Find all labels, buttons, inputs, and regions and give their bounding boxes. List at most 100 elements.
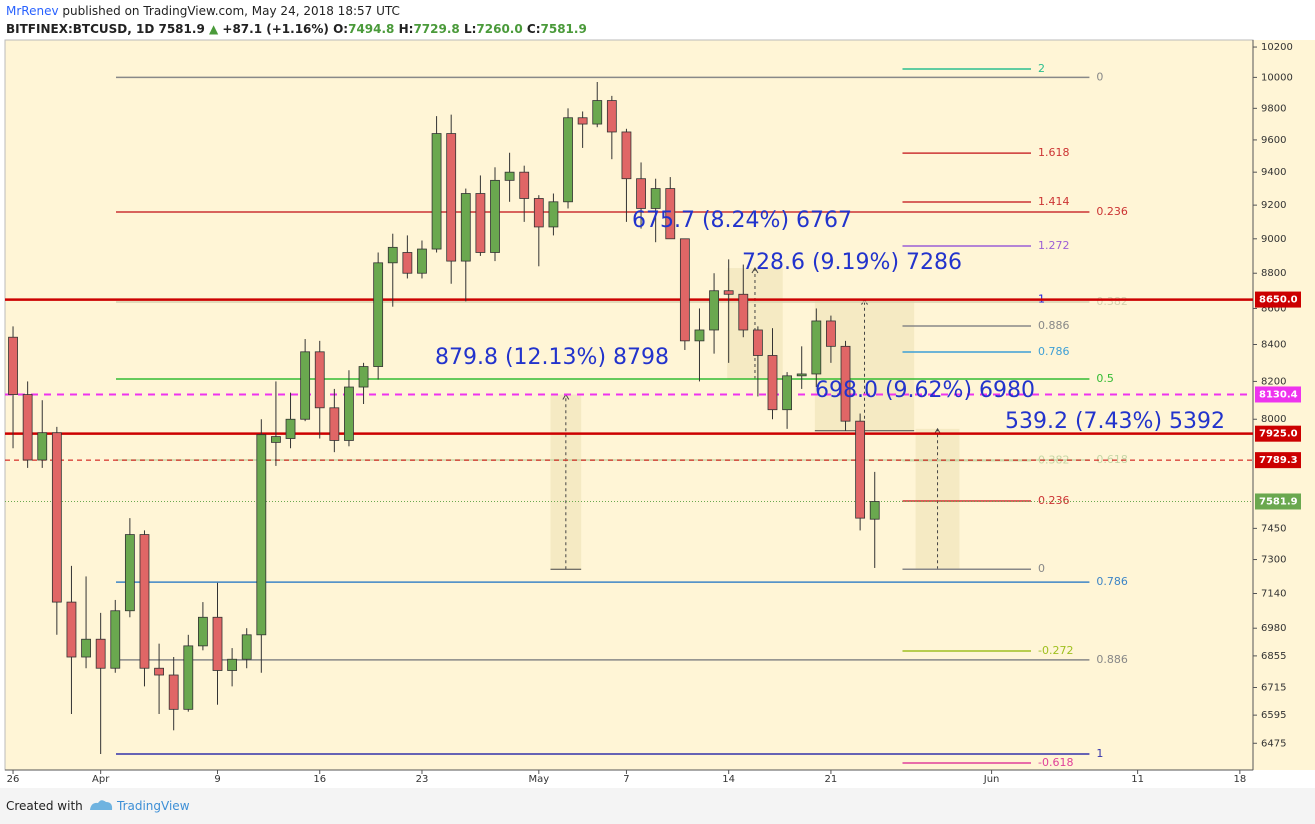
candle-body <box>227 658 238 671</box>
y-tick-label: 8800 <box>1261 268 1286 279</box>
fib-label: 0 <box>1096 70 1103 83</box>
candle-body <box>636 178 646 209</box>
candle-body <box>110 610 121 669</box>
y-tick-label: 8400 <box>1261 340 1286 351</box>
fib-label: 0.786 <box>1096 575 1128 588</box>
candle-body <box>314 351 325 409</box>
y-tick-label: 10200 <box>1261 42 1293 53</box>
fib-label: -0.618 <box>1038 756 1073 769</box>
fib-label: 2 <box>1038 62 1045 75</box>
candle-body <box>855 420 866 519</box>
candle-body <box>285 418 296 439</box>
y-tick-label: 6595 <box>1261 710 1286 721</box>
y-tick-label: 9800 <box>1261 103 1286 114</box>
candle-body <box>606 100 617 133</box>
price-label-box <box>1255 425 1301 442</box>
price-label-box <box>1255 493 1301 510</box>
x-tick-label: 7 <box>623 774 629 785</box>
y-tick-label: 9200 <box>1261 200 1286 211</box>
y-tick-label: 8600 <box>1261 303 1286 314</box>
candle-body <box>460 193 471 262</box>
measure-label: 728.6 (9.19%) 7286 <box>742 250 962 275</box>
ohlc-key: C: <box>526 22 541 36</box>
y-tick-label: 6980 <box>1261 623 1286 634</box>
fib-label: 0.618 <box>1096 453 1128 466</box>
candle-body <box>811 320 822 375</box>
candle-body <box>95 638 106 669</box>
fib-label: 0.5 <box>1096 372 1114 385</box>
ohlc-value: 7260.0 <box>476 22 523 36</box>
candle-body <box>183 645 194 710</box>
candle-body <box>782 375 792 411</box>
y-tick-label: 7300 <box>1261 555 1286 566</box>
candle-body <box>197 616 208 647</box>
brand[interactable]: TradingView <box>117 799 190 813</box>
fib-label: 1.414 <box>1038 195 1070 208</box>
candle-body <box>51 432 62 603</box>
last: 7581.9 <box>158 22 205 36</box>
x-tick-label: Jun <box>983 774 1000 785</box>
candle-body <box>533 198 544 228</box>
candle-body <box>752 329 763 356</box>
candle-body <box>694 329 705 342</box>
measure-label: 675.7 (8.24%) 6767 <box>632 208 852 233</box>
candle-body <box>490 179 500 253</box>
fib-label: 1.618 <box>1038 146 1070 159</box>
chart: 1020010000980096009400920090008800860084… <box>4 39 1315 785</box>
candle-body <box>650 188 661 209</box>
y-tick-label: 8200 <box>1261 376 1286 387</box>
y-tick-label: 9600 <box>1261 135 1286 146</box>
candle-body <box>519 171 530 199</box>
candle-body <box>271 436 281 443</box>
logo <box>90 800 113 810</box>
measure-arrowhead <box>934 427 941 435</box>
fib-label: 0 <box>1038 562 1045 575</box>
candle-body <box>577 117 588 125</box>
candle-body <box>81 638 91 658</box>
x-tick-label: 21 <box>825 774 838 785</box>
y-tick-label: 8000 <box>1261 414 1286 425</box>
candle-body <box>212 616 223 671</box>
candle-body <box>154 667 164 676</box>
candle-body <box>738 293 749 331</box>
price-label: 7581.9 <box>1259 496 1298 507</box>
author[interactable]: MrRenev <box>6 4 59 18</box>
candle-body <box>8 336 18 395</box>
candle-body <box>344 386 354 441</box>
change: +87.1 (+1.16%) <box>222 22 329 36</box>
fib-label: 0.886 <box>1096 653 1128 666</box>
y-tick-label: 9000 <box>1261 234 1286 245</box>
price-label: 8130.4 <box>1259 389 1298 400</box>
candle-body <box>358 366 369 388</box>
ohlc-value: 7581.9 <box>540 22 587 36</box>
candle-body <box>621 131 632 180</box>
candle-body <box>402 252 413 274</box>
y-axis-area <box>1253 40 1315 770</box>
candle-body <box>826 320 836 347</box>
candle-body <box>869 501 880 520</box>
header: MrRenev published on TradingView.com, Ma… <box>6 2 587 38</box>
candle-body <box>796 373 807 377</box>
candle-body <box>37 432 48 461</box>
y-tick-label: 7140 <box>1261 588 1286 599</box>
candle-body <box>168 674 179 710</box>
candle-body <box>431 133 442 250</box>
fib-label: 0.886 <box>1038 319 1070 332</box>
measure-label: 879.8 (12.13%) 8798 <box>435 345 669 370</box>
measure-arrowhead <box>751 267 759 274</box>
symbol: BITFINEX:BTCUSD, 1D <box>6 22 155 36</box>
candle-body <box>66 601 77 658</box>
fib-label: 1 <box>1096 747 1103 760</box>
x-tick-label: 11 <box>1131 774 1144 785</box>
candle-body <box>592 100 603 125</box>
candle-body <box>124 534 135 612</box>
x-tick-label: 9 <box>214 774 220 785</box>
candle-body <box>563 117 573 203</box>
price-label-box <box>1255 452 1301 469</box>
candle-body <box>300 351 311 420</box>
candle-body <box>665 188 676 240</box>
candle-body <box>723 290 734 295</box>
y-tick-label: 9400 <box>1261 167 1286 178</box>
footer: Created with TradingView <box>0 788 1315 824</box>
candle-body <box>139 534 150 669</box>
